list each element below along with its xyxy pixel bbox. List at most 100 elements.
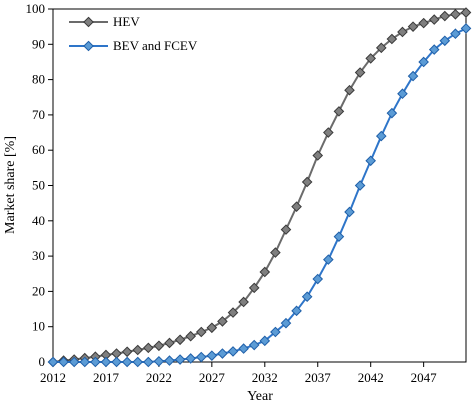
plot-area-frame (52, 8, 467, 363)
data-point-bev-and-fcev (47, 356, 59, 368)
y-tick-label: 60 (32, 142, 45, 157)
data-point-bev-and-fcev (90, 356, 101, 368)
data-point-hev (164, 337, 175, 349)
data-point-hev (248, 282, 260, 294)
data-point-bev-and-fcev (164, 355, 175, 366)
data-point-hev (397, 26, 408, 38)
data-point-hev (238, 296, 249, 308)
legend-label-hev: HEV (113, 14, 140, 29)
data-point-bev-and-fcev (344, 206, 355, 218)
y-tick-label: 10 (32, 319, 45, 334)
y-tick-label: 30 (32, 248, 45, 263)
data-point-bev-and-fcev (174, 354, 186, 365)
data-point-bev-and-fcev (58, 356, 69, 368)
y-tick-label: 40 (32, 213, 45, 228)
y-tick-label: 100 (26, 1, 46, 16)
data-point-hev (227, 307, 239, 318)
data-point-hev (354, 67, 366, 78)
data-point-bev-and-fcev (460, 23, 472, 34)
data-point-bev-and-fcev (291, 305, 302, 317)
data-point-hev (428, 14, 440, 25)
x-tick-label: 2022 (146, 370, 172, 385)
axes-layer: 0 10 20 30 40 50 60 70 80 90 100 2012 2017 2022 2027 20… (26, 1, 467, 385)
data-point-hev (132, 344, 144, 356)
data-point-hev (280, 224, 292, 235)
data-point-hev (259, 266, 271, 278)
data-point-bev-and-fcev (375, 130, 387, 142)
data-point-bev-and-fcev (121, 356, 133, 368)
data-point-bev-and-fcev (206, 350, 218, 361)
y-tick-label: 50 (32, 178, 45, 193)
y-tick-label: 90 (32, 36, 45, 51)
data-point-bev-and-fcev (407, 70, 419, 82)
data-point-hev (365, 53, 376, 64)
x-tick-label: 2042 (358, 370, 384, 385)
legend-marker-hev (83, 16, 94, 28)
x-tick-label: 2032 (252, 370, 278, 385)
data-point-hev (217, 316, 228, 327)
data-point-bev-and-fcev (217, 348, 228, 359)
data-point-hev (291, 201, 302, 212)
y-axis-label: Market share [%] (3, 136, 18, 234)
data-point-hev (344, 84, 355, 96)
data-point-bev-and-fcev (68, 356, 80, 368)
y-tick-label: 20 (32, 283, 45, 298)
data-point-bev-and-fcev (270, 326, 281, 338)
data-point-hev (270, 247, 281, 258)
data-point-hev (301, 176, 313, 188)
data-point-bev-and-fcev (259, 335, 271, 347)
y-tick-label: 0 (39, 354, 46, 369)
x-tick-label: 2012 (40, 370, 66, 385)
legend: HEV BEV and FCEV (69, 14, 198, 53)
legend-marker-bev-and-fcev (83, 40, 94, 52)
data-point-bev-and-fcev (153, 355, 165, 367)
series-line-bev-and-fcev (53, 27, 467, 363)
series-hev (47, 7, 472, 368)
legend-item-bev-and-fcev: BEV and FCEV (69, 38, 198, 53)
data-point-bev-and-fcev (439, 35, 451, 47)
data-point-bev-and-fcev (365, 155, 376, 167)
data-point-bev-and-fcev (354, 180, 366, 191)
data-point-hev (185, 330, 196, 342)
data-point-hev (439, 10, 451, 22)
data-point-bev-and-fcev (418, 56, 429, 68)
data-point-hev (121, 346, 133, 358)
data-point-hev (418, 17, 429, 29)
y-tick-label: 80 (32, 72, 45, 87)
y-tick-label: 70 (32, 107, 45, 122)
data-point-bev-and-fcev (143, 356, 154, 368)
data-point-hev (386, 33, 398, 45)
data-point-hev (206, 322, 218, 334)
x-tick-label: 2047 (411, 370, 438, 385)
x-tick-label: 2037 (305, 370, 332, 385)
data-point-bev-and-fcev (323, 254, 334, 265)
data-point-hev (375, 42, 387, 54)
series-layer (47, 7, 472, 368)
series-bev-and-fcev (47, 23, 472, 368)
data-point-bev-and-fcev (227, 346, 239, 357)
legend-label-bev-and-fcev: BEV and FCEV (113, 38, 198, 53)
x-axis-label: Year (247, 389, 273, 404)
data-point-hev (460, 7, 472, 18)
data-point-hev (174, 334, 186, 346)
data-point-hev (312, 150, 324, 161)
data-point-hev (333, 106, 345, 117)
data-point-hev (407, 21, 419, 32)
data-point-bev-and-fcev (248, 339, 260, 351)
data-point-hev (450, 8, 461, 20)
series-line-hev (52, 11, 467, 363)
data-point-bev-and-fcev (195, 351, 207, 363)
data-point-hev (153, 340, 165, 352)
data-point-bev-and-fcev (386, 107, 398, 119)
data-point-hev (323, 127, 334, 138)
data-point-bev-and-fcev (301, 291, 313, 303)
legend-item-hev: HEV (69, 14, 140, 29)
data-point-bev-and-fcev (238, 343, 249, 354)
data-point-bev-and-fcev (132, 356, 144, 368)
data-point-bev-and-fcev (280, 317, 292, 329)
data-point-bev-and-fcev (185, 353, 196, 364)
data-point-hev (195, 326, 207, 338)
data-point-bev-and-fcev (333, 231, 345, 242)
